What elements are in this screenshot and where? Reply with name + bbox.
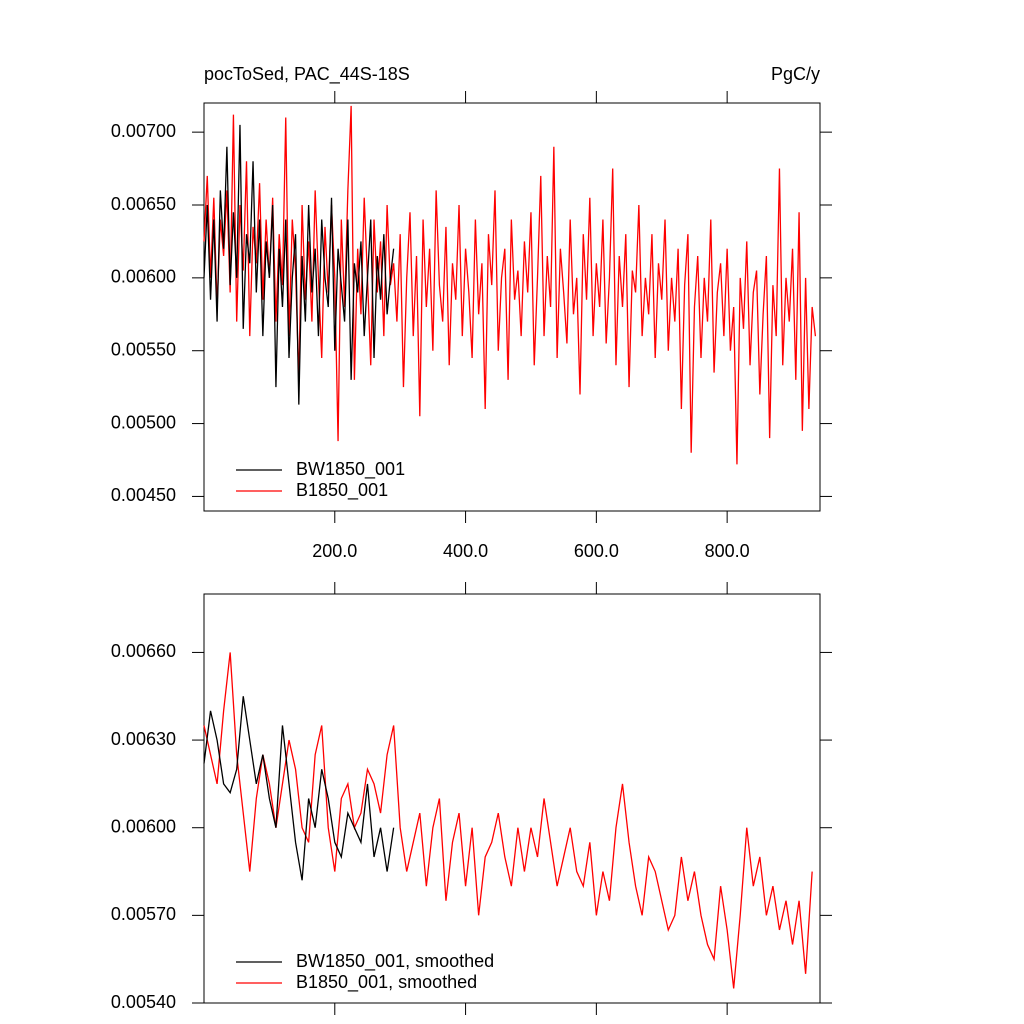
y-tick-label: 0.00600 (111, 816, 176, 836)
data-line (203, 652, 813, 989)
plot-frame (203, 102, 821, 512)
y-tick-label: 0.00660 (111, 641, 176, 661)
y-tick-label: 0.00650 (111, 194, 176, 214)
data-line (203, 124, 395, 405)
data-line (203, 105, 817, 465)
data-line (203, 696, 395, 881)
y-tick-label: 0.00700 (111, 121, 176, 141)
legend-label: BW1850_001, smoothed (296, 951, 494, 972)
legend-label: B1850_001, smoothed (296, 972, 477, 993)
x-tick-label: 400.0 (443, 541, 488, 561)
y-tick-label: 0.00450 (111, 485, 176, 505)
x-tick-label: 600.0 (574, 541, 619, 561)
y-tick-label: 0.00500 (111, 412, 176, 432)
legend-label: BW1850_001 (296, 459, 405, 480)
legend-label: B1850_001 (296, 480, 388, 501)
y-tick-label: 0.00570 (111, 904, 176, 924)
x-tick-label: 200.0 (312, 541, 357, 561)
y-tick-label: 0.00600 (111, 267, 176, 287)
y-tick-label: 0.00540 (111, 992, 176, 1012)
plot-frame (203, 593, 821, 1004)
units-label: PgC/y (771, 64, 820, 84)
x-tick-label: 800.0 (705, 541, 750, 561)
y-tick-label: 0.00630 (111, 729, 176, 749)
y-tick-label: 0.00550 (111, 339, 176, 359)
chart-title: pocToSed, PAC_44S-18S (204, 64, 410, 85)
